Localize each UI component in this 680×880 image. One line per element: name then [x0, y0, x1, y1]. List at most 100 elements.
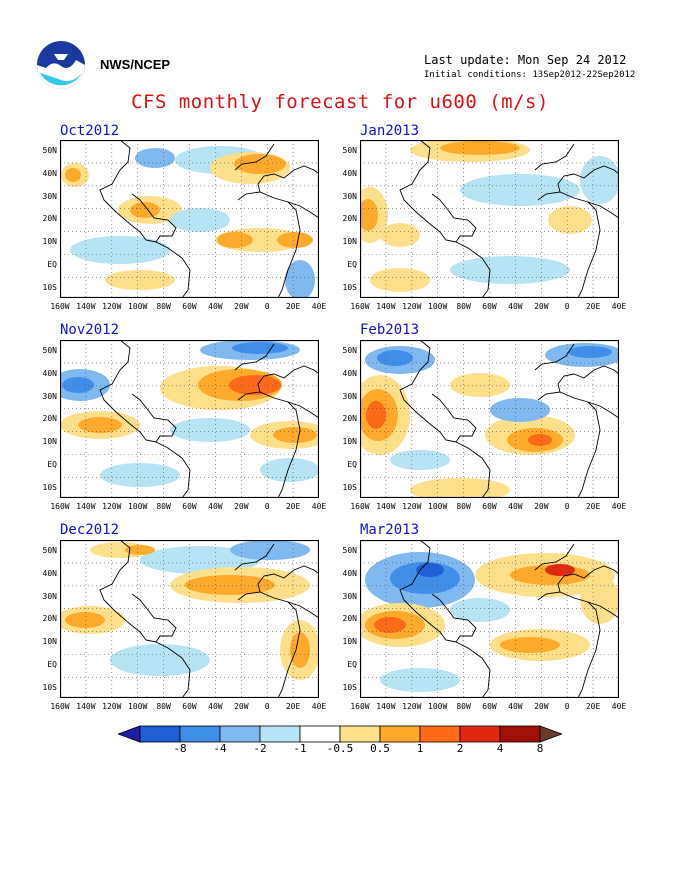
coastline — [399, 340, 457, 443]
anomaly-region — [100, 463, 180, 487]
anomaly-region — [78, 417, 122, 433]
coastline — [431, 193, 477, 243]
coastline — [399, 140, 457, 243]
coastline — [399, 540, 457, 643]
anomaly-region — [232, 342, 288, 354]
anomaly-region — [545, 564, 575, 576]
anomaly-region — [185, 575, 275, 595]
anomaly-region — [580, 576, 619, 624]
x-tick-label: 140W — [76, 702, 96, 711]
x-tick-label: 60W — [482, 702, 497, 711]
coastline — [587, 401, 619, 419]
anomaly-region — [410, 478, 510, 498]
x-tick-label: 40W — [508, 302, 523, 311]
x-tick-label: 80W — [456, 502, 471, 511]
y-tick-label: 10S — [42, 682, 57, 692]
y-tick-label: 10N — [342, 637, 357, 647]
y-tick-label: 10N — [342, 237, 357, 247]
y-tick-label: 30N — [42, 391, 57, 401]
colorbar — [118, 725, 562, 743]
coastline — [287, 401, 319, 419]
x-tick-label: 160W — [50, 702, 70, 711]
coastline — [455, 641, 491, 698]
anomaly-region — [460, 174, 580, 206]
y-tick-label: 30N — [42, 591, 57, 601]
coastline — [257, 165, 319, 193]
x-tick-label: 20E — [285, 302, 301, 311]
anomaly-region — [528, 434, 552, 446]
y-tick-label: 20N — [42, 414, 57, 424]
colorbar-label: -1 — [293, 742, 307, 755]
x-tick-label: 60W — [182, 702, 197, 711]
coastline — [287, 601, 319, 619]
y-tick-label: 50N — [42, 146, 57, 155]
colorbar-right-arrow — [539, 725, 562, 743]
x-tick-label: 20W — [534, 302, 549, 311]
anomaly-region — [105, 270, 175, 290]
x-tick-label: 140W — [376, 302, 396, 311]
coastline — [234, 143, 275, 171]
x-tick-label: 40E — [311, 302, 327, 311]
x-tick-label: 120W — [402, 302, 422, 311]
y-tick-label: EQ — [347, 660, 357, 669]
y-tick-label: 10S — [342, 282, 357, 292]
anomaly-region — [285, 260, 315, 298]
x-tick-label: 40W — [208, 502, 223, 511]
colorbar-label: 0.5 — [370, 742, 390, 755]
colorbar-swatch — [259, 725, 301, 743]
map-panel-oct2012 — [60, 140, 319, 298]
panel-label-oct2012: Oct2012 — [60, 123, 120, 139]
x-tick-label: 0 — [264, 502, 270, 511]
anomaly-region — [450, 373, 510, 397]
colorbar-swatch — [419, 725, 461, 743]
anomaly-region — [110, 644, 210, 676]
x-tick-label: 20E — [585, 302, 601, 311]
panel-label-dec2012: Dec2012 — [60, 522, 120, 538]
anomaly-region — [390, 450, 450, 470]
x-tick-label: 20E — [285, 502, 301, 511]
y-tick-label: 50N — [342, 146, 357, 155]
x-tick-label: 140W — [76, 302, 96, 311]
coastline — [257, 565, 319, 593]
colorbar-left-arrow — [118, 725, 141, 743]
x-tick-label: 100W — [428, 502, 448, 511]
y-tick-label: 10N — [42, 237, 57, 247]
initial-conditions-text: Initial conditions: 13Sep2012-22Sep2012 — [424, 70, 636, 80]
anomaly-region — [65, 612, 105, 628]
colorbar-swatch — [219, 725, 261, 743]
anomaly-region — [377, 350, 413, 366]
anomaly-region — [580, 156, 619, 204]
colorbar-swatch — [459, 725, 501, 743]
colorbar-swatch — [139, 725, 181, 743]
coastline — [534, 143, 575, 171]
anomaly-region — [130, 202, 160, 218]
coastline — [131, 193, 177, 243]
coastline — [155, 641, 191, 698]
anomaly-region — [273, 427, 317, 443]
colorbar-swatch — [339, 725, 381, 743]
noaa-logo-icon — [36, 40, 86, 90]
y-tick-label: EQ — [47, 260, 57, 269]
x-tick-label: 80W — [156, 302, 171, 311]
y-tick-label: 10N — [42, 437, 57, 447]
coastline — [557, 365, 619, 393]
colorbar-swatch — [299, 725, 341, 743]
y-tick-label: 30N — [42, 191, 57, 201]
y-tick-label: 20N — [42, 214, 57, 224]
colorbar-swatch — [379, 725, 421, 743]
y-tick-label: 20N — [42, 614, 57, 624]
y-tick-label: 40N — [342, 568, 357, 578]
x-tick-label: 40W — [208, 302, 223, 311]
y-tick-label: 20N — [342, 414, 357, 424]
coastline — [237, 591, 301, 698]
map-panel-nov2012 — [60, 340, 319, 498]
anomaly-region — [217, 232, 253, 248]
colorbar-label: -2 — [253, 742, 267, 755]
anomaly-region — [170, 208, 230, 232]
colorbar-label: 1 — [416, 742, 424, 755]
x-tick-label: 60W — [482, 502, 497, 511]
x-tick-label: 120W — [102, 702, 122, 711]
y-tick-label: 40N — [342, 168, 357, 178]
x-tick-label: 100W — [128, 302, 148, 311]
anomaly-region — [135, 148, 175, 168]
